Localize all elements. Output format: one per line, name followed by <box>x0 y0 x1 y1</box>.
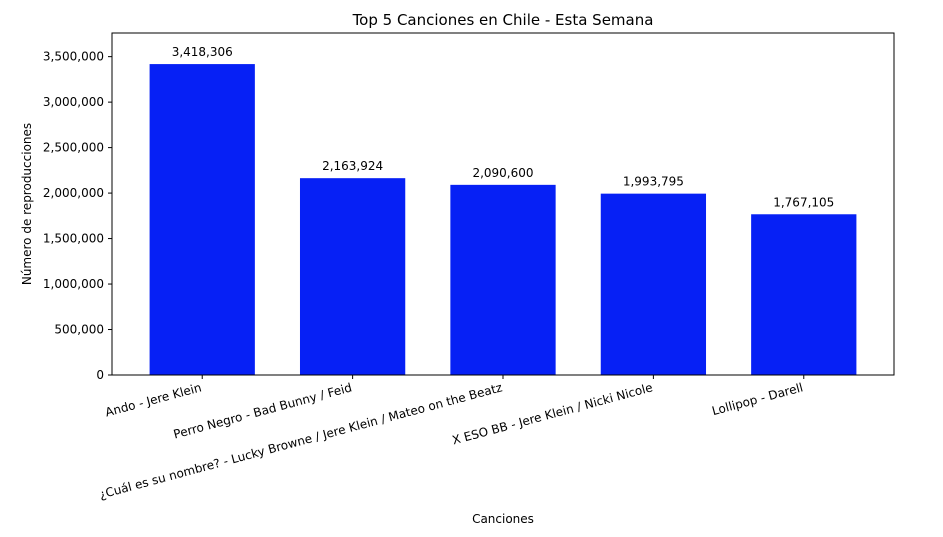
bar-value-label: 1,767,105 <box>773 195 834 209</box>
y-tick-label: 0 <box>96 368 104 382</box>
bar-value-label: 3,418,306 <box>172 45 233 59</box>
bars-group: 3,418,306 2,163,924 2,090,600 1,993,795 1,76… <box>149 45 857 375</box>
y-tick-label: 3,500,000 <box>43 50 104 64</box>
x-tick-label: Lollipop - Darell <box>710 380 804 418</box>
y-tick-label: 2,000,000 <box>43 186 104 200</box>
y-tick-label: 3,000,000 <box>43 95 104 109</box>
y-tick-label: 500,000 <box>54 323 104 337</box>
chart-title: Top 5 Canciones en Chile - Esta Semana <box>352 11 654 29</box>
x-tick-label: Ando - Jere Klein <box>104 380 203 419</box>
bar <box>299 178 406 375</box>
x-axis-label: Canciones <box>472 512 534 526</box>
y-tick-label: 2,500,000 <box>43 141 104 155</box>
bar <box>149 64 255 375</box>
bar <box>751 214 857 375</box>
bar-value-label: 2,163,924 <box>322 159 383 173</box>
y-tick-label: 1,000,000 <box>43 277 104 291</box>
bar <box>600 193 707 375</box>
bar <box>450 184 556 375</box>
y-tick-label: 1,500,000 <box>43 232 104 246</box>
bar-value-label: 1,993,795 <box>623 175 684 189</box>
y-axis: 0 500,000 1,000,000 1,500,000 2,000,000 2,500… <box>43 50 112 382</box>
plot-frame <box>111 32 895 376</box>
bar-value-label: 2,090,600 <box>472 166 533 180</box>
y-axis-label: Número de reproducciones <box>20 123 34 285</box>
